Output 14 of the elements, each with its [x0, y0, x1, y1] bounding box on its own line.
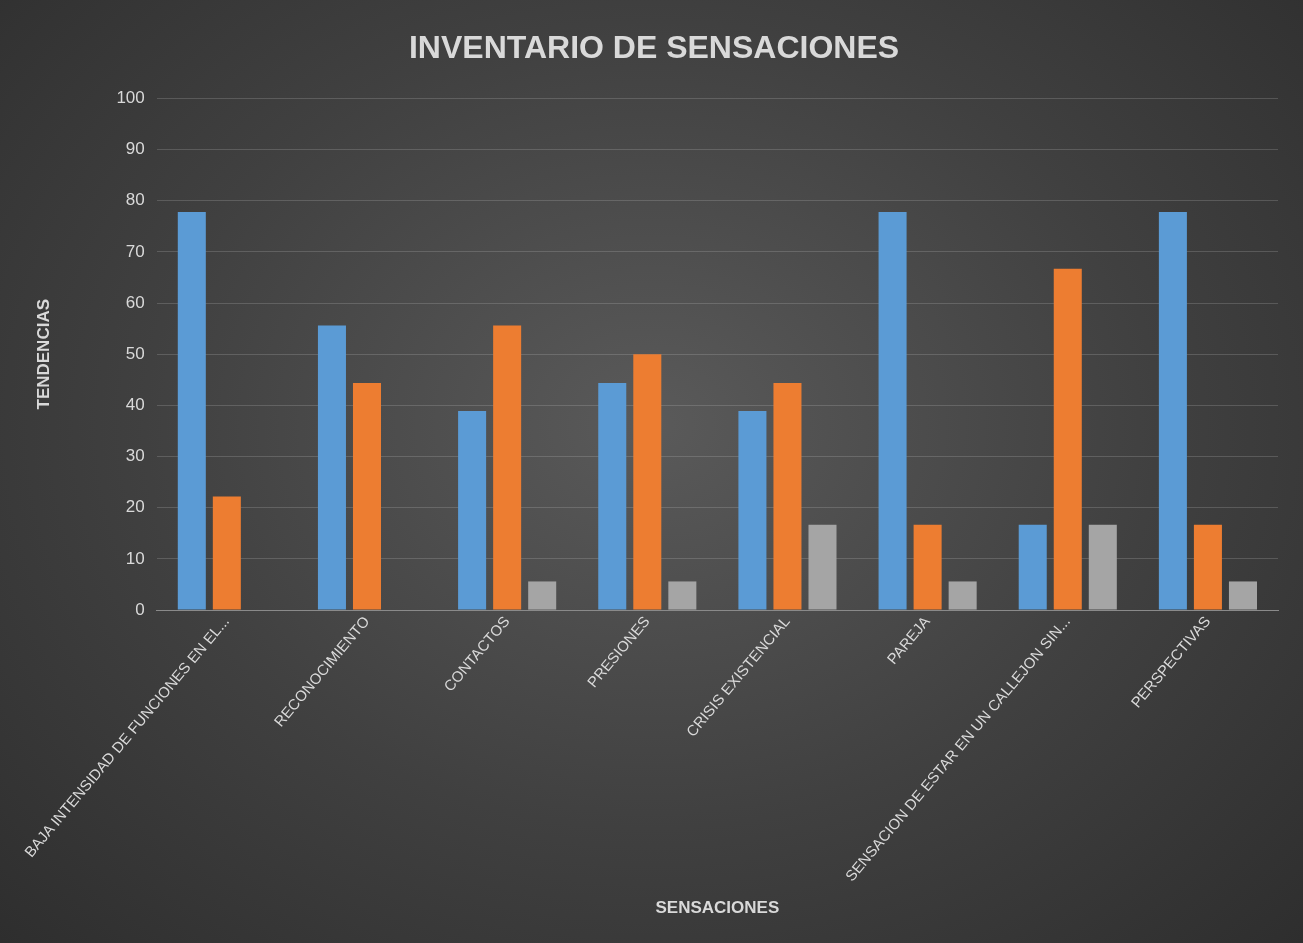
- chart-title: INVENTARIO DE SENSACIONES: [408, 29, 900, 66]
- y-axis-title: TENDENCIAS: [33, 298, 53, 410]
- y-tick-label: 80: [125, 190, 145, 210]
- y-tick-label: 20: [125, 497, 145, 517]
- y-tick-label: 10: [125, 548, 145, 568]
- y-tick-label: 30: [125, 446, 145, 466]
- y-tick-label: 70: [125, 241, 145, 261]
- x-axis-title: SENSACIONES: [655, 898, 780, 918]
- y-tick-label: 0: [135, 599, 145, 619]
- y-tick-label: 100: [116, 88, 145, 108]
- y-tick-label: 60: [125, 292, 145, 312]
- y-tick-label: 90: [125, 139, 145, 159]
- y-tick-label: 40: [125, 395, 145, 415]
- y-tick-label: 50: [125, 343, 145, 363]
